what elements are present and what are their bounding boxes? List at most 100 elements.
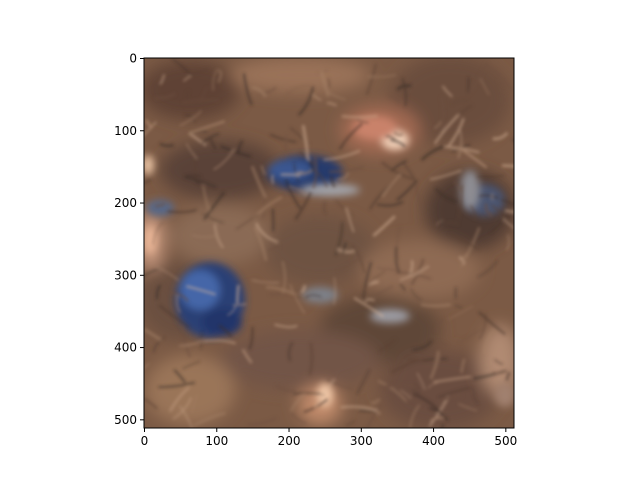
texture-streak	[337, 255, 364, 272]
texture-streak	[182, 360, 201, 370]
texture-streak	[353, 296, 384, 318]
texture-streak	[457, 128, 462, 159]
texture-streak	[186, 285, 217, 296]
texture-streak	[469, 204, 477, 220]
texture-streak	[325, 377, 353, 391]
texture-streak	[416, 372, 426, 390]
y-tick-label: 400	[114, 341, 137, 355]
texture-streak	[145, 119, 153, 130]
texture-streak	[477, 175, 505, 178]
texture-streak	[377, 338, 397, 353]
texture-streak	[365, 63, 377, 96]
texture-streak	[267, 244, 281, 252]
texture-streak	[393, 131, 404, 137]
texture-streak	[201, 132, 220, 145]
texture-streak	[329, 175, 336, 188]
texture-streak	[437, 386, 472, 398]
x-tick-label: 400	[422, 434, 445, 448]
texture-streak	[284, 178, 302, 210]
y-tick-label: 300	[114, 268, 137, 282]
texture-streak	[460, 254, 466, 267]
texture-streak	[193, 152, 198, 181]
texture-streak	[376, 200, 404, 207]
texture-streak	[200, 331, 203, 349]
y-tick-label: 100	[114, 124, 137, 138]
texture-streak	[168, 386, 191, 412]
texture-streak	[191, 393, 198, 414]
texture-streak	[289, 284, 306, 315]
texture-streak	[399, 265, 430, 281]
texture-streak	[390, 159, 408, 172]
texture-streak	[152, 336, 165, 353]
texture-streak	[144, 267, 162, 277]
x-tick-label: 0	[141, 434, 149, 448]
texture-streak	[144, 327, 162, 342]
texture-streak	[246, 417, 278, 426]
texture-streak	[294, 191, 312, 221]
texture-streak	[304, 294, 322, 299]
texture-streak	[374, 285, 394, 296]
texture-streak	[325, 89, 346, 101]
texture-streak	[159, 74, 166, 85]
texture-streak	[411, 389, 421, 395]
texture-streak	[429, 169, 462, 181]
texture-streak	[428, 382, 439, 389]
texture-streak	[227, 305, 237, 316]
texture-streak	[271, 174, 274, 185]
texture-streak	[433, 318, 444, 333]
texture-streak	[434, 187, 458, 203]
texture-streak	[184, 114, 196, 123]
texture-streak	[297, 86, 315, 117]
texture-streak	[511, 138, 514, 142]
texture-streak	[191, 234, 215, 238]
texture-streak	[242, 73, 253, 106]
texture-streak	[345, 419, 356, 427]
texture-streak	[413, 382, 421, 391]
texture-streak	[213, 223, 224, 249]
texture-streak	[203, 339, 236, 345]
texture-streak	[158, 381, 196, 389]
texture-streak	[185, 176, 217, 189]
texture-streak	[472, 387, 479, 405]
texture-streak	[193, 412, 226, 427]
texture-streak	[300, 284, 307, 294]
texture-streak	[209, 138, 217, 151]
texture-streak	[402, 162, 416, 181]
texture-streak	[260, 165, 267, 176]
texture-streak	[440, 96, 445, 133]
texture-streak	[478, 312, 487, 340]
texture-streak	[248, 326, 254, 351]
texture-streak	[290, 412, 308, 425]
texture-streak	[269, 287, 305, 296]
x-tick-label: 300	[350, 434, 373, 448]
texture-streak	[251, 279, 280, 284]
texture-streak	[504, 209, 514, 214]
texture-streak	[478, 194, 499, 200]
texture-streak	[323, 201, 326, 215]
texture-streak	[396, 225, 401, 262]
texture-streak	[181, 99, 220, 104]
texture-streak	[293, 162, 300, 182]
texture-streak	[301, 124, 310, 161]
texture-streak	[448, 305, 474, 320]
texture-streak	[323, 149, 361, 161]
texture-streak	[156, 266, 180, 281]
texture-streak	[186, 90, 190, 102]
texture-streak	[356, 369, 371, 395]
texture-streak	[314, 378, 336, 408]
texture-streak	[372, 215, 396, 237]
texture-streak	[457, 184, 464, 220]
x-tick-label: 500	[494, 434, 517, 448]
texture-streak	[365, 403, 383, 428]
texture-streak	[405, 398, 423, 406]
texture-streak	[217, 69, 222, 84]
texture-streak	[394, 246, 401, 274]
texture-streak	[377, 379, 408, 403]
texture-streak	[266, 285, 297, 296]
texture-streak	[155, 202, 166, 208]
texture-streak	[433, 113, 460, 145]
texture-streak	[337, 248, 355, 254]
texture-streak	[438, 341, 448, 347]
texture-streak	[502, 218, 514, 229]
